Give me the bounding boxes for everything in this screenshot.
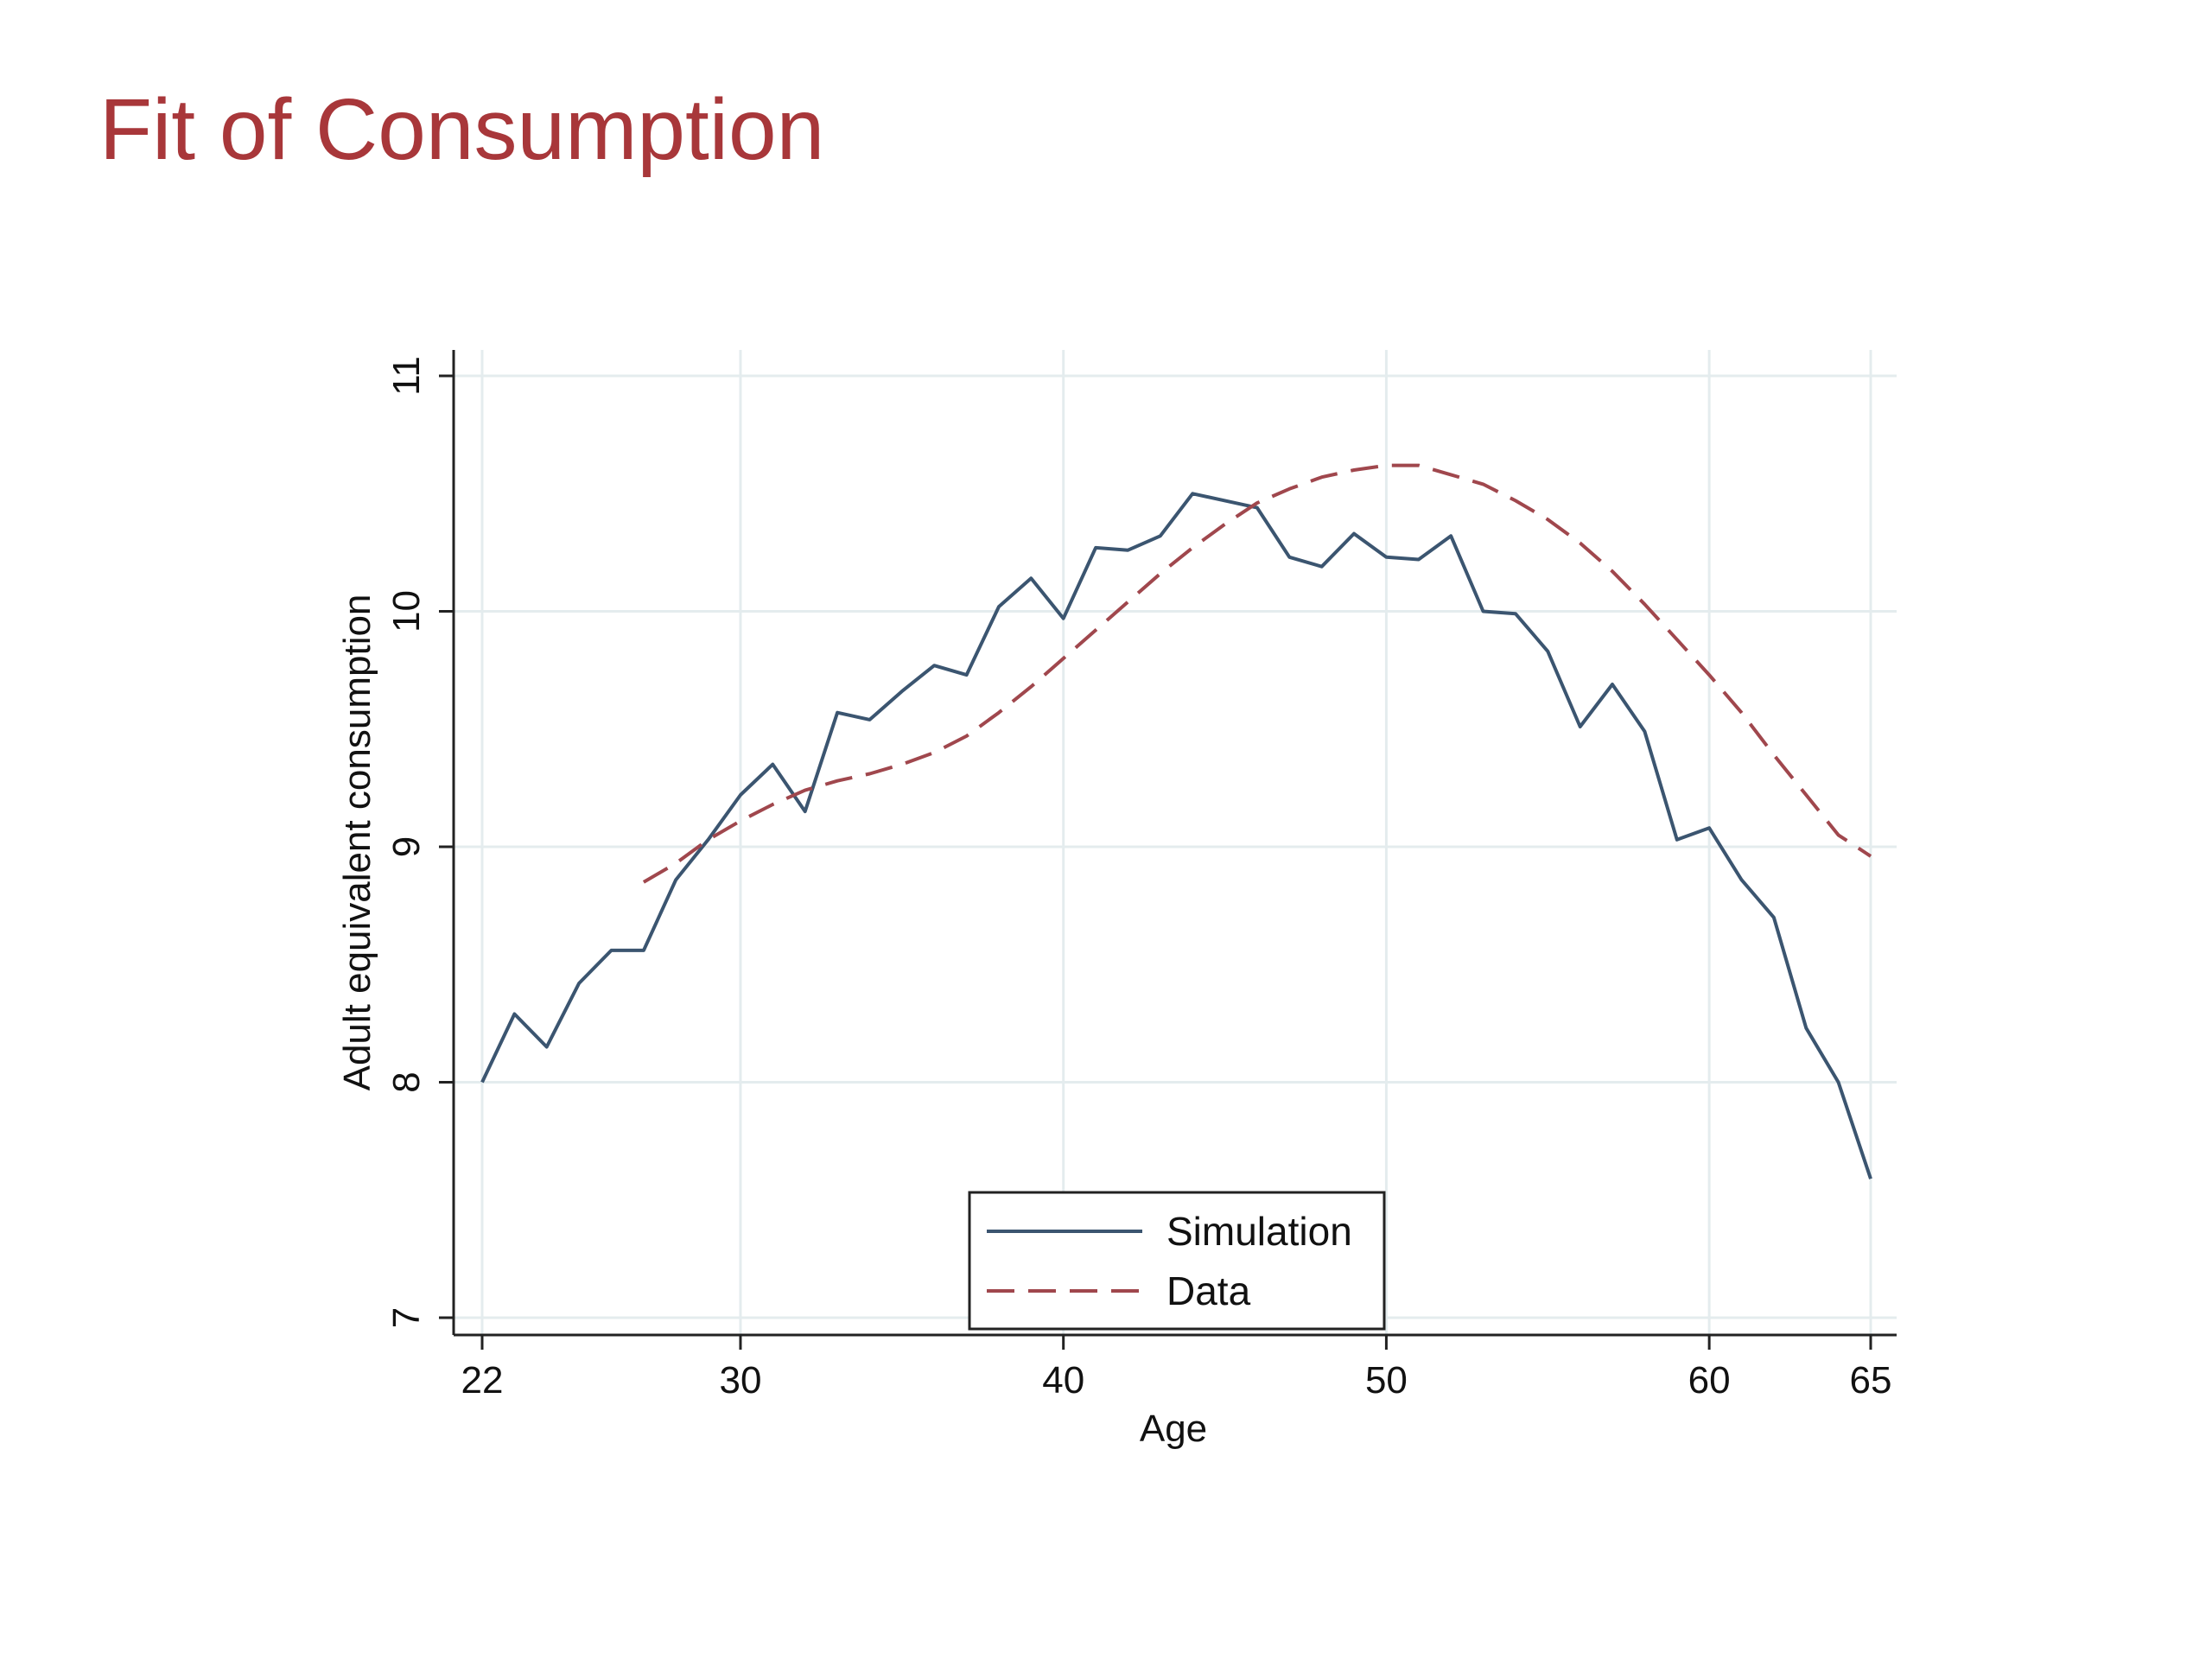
series-line-data bbox=[642, 463, 1872, 884]
legend-label-simulation: Simulation bbox=[1166, 1209, 1352, 1254]
y-tick-label: 9 bbox=[385, 836, 428, 857]
y-tick-label: 8 bbox=[385, 1071, 428, 1092]
x-tick-label: 65 bbox=[1850, 1359, 1892, 1402]
legend-label-data: Data bbox=[1166, 1268, 1251, 1313]
y-axis-title: Adult equivalent consumption bbox=[336, 594, 378, 1091]
legend: Simulation Data bbox=[968, 1191, 1386, 1331]
axes bbox=[439, 350, 1897, 1350]
y-tick-label: 10 bbox=[385, 590, 428, 632]
x-axis-title: Age bbox=[1140, 1408, 1207, 1450]
x-tick-label: 60 bbox=[1688, 1359, 1731, 1402]
y-tick-labels: 7 8 9 10 11 bbox=[385, 356, 428, 1328]
series-lines bbox=[480, 463, 1872, 1179]
series-line-simulation bbox=[480, 492, 1872, 1179]
slide-title: Fit of Consumption bbox=[99, 81, 825, 178]
x-tick-label: 50 bbox=[1365, 1359, 1408, 1402]
x-tick-label: 30 bbox=[720, 1359, 762, 1402]
x-tick-labels: 22 30 40 50 60 65 bbox=[461, 1359, 1892, 1402]
y-tick-label: 7 bbox=[385, 1307, 428, 1328]
gridlines bbox=[454, 350, 1897, 1335]
legend-box bbox=[968, 1191, 1386, 1331]
x-tick-label: 22 bbox=[461, 1359, 504, 1402]
y-tick-label: 11 bbox=[385, 356, 428, 396]
x-tick-label: 40 bbox=[1042, 1359, 1084, 1402]
